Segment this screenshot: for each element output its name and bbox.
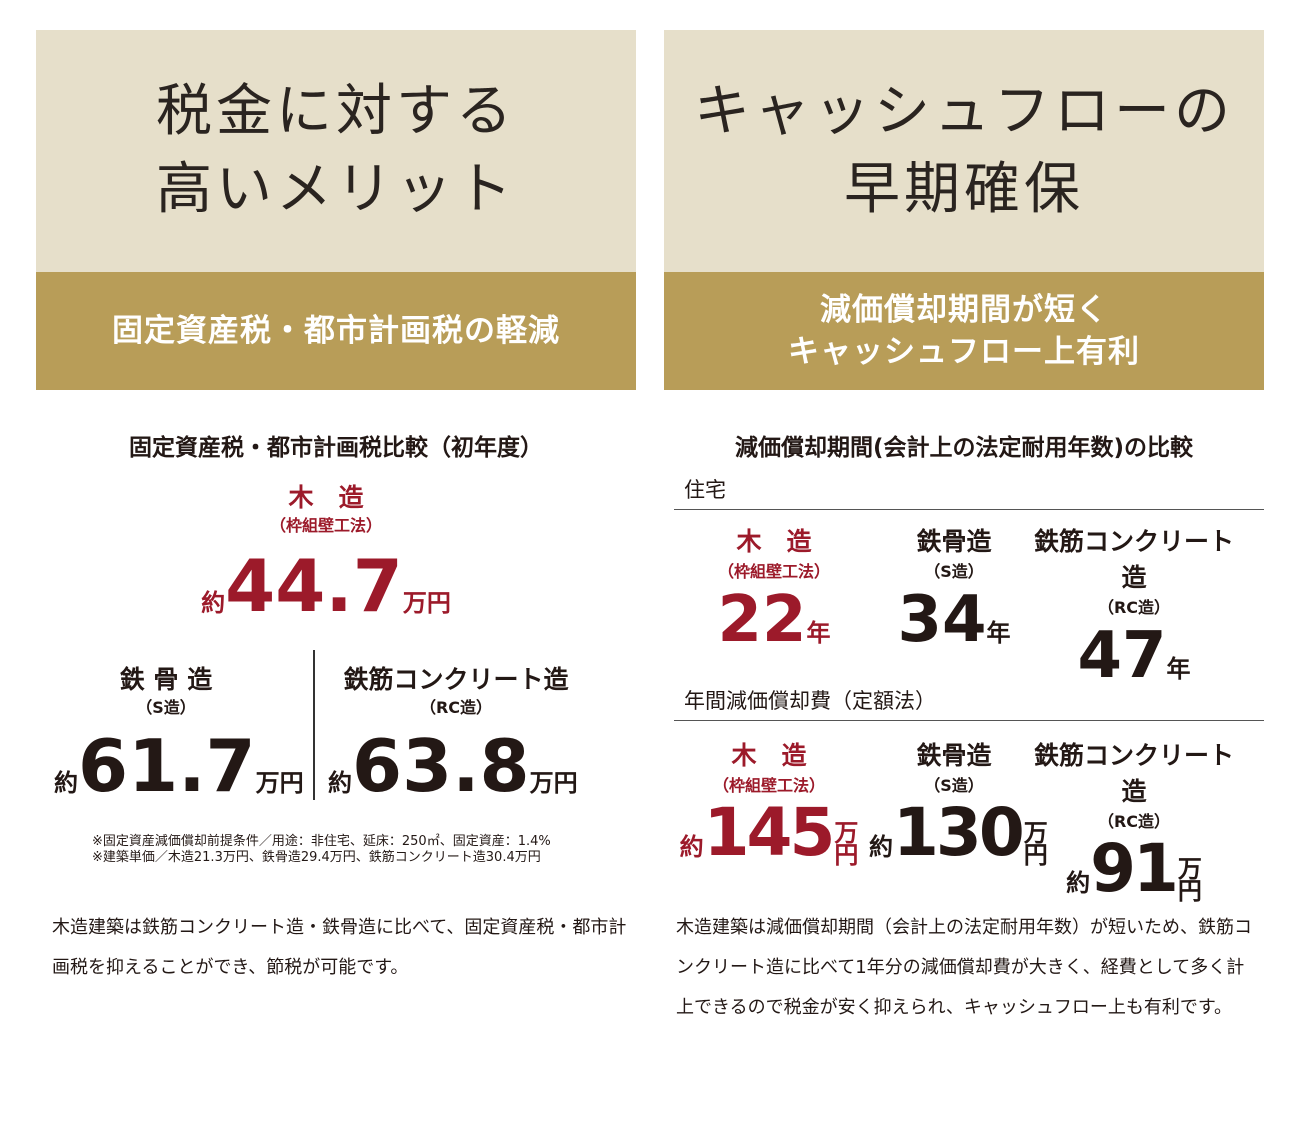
sublabel: （枠組壁工法）: [712, 776, 825, 795]
value: 91: [1090, 830, 1179, 907]
prefix: 約: [1066, 869, 1091, 897]
unit-bottom: 円: [834, 841, 859, 869]
header-title: 税金に対する 高いメリット: [36, 30, 636, 272]
footnotes: ※固定資産減価償却前提条件／用途：非住宅、延床：250㎡、固定資産：1.4% ※…: [92, 834, 551, 866]
cost-steel: 鉄骨造 （S造） 約130万円: [869, 736, 1048, 867]
value: 44.7: [225, 544, 403, 628]
cashflow-column: キャッシュフローの 早期確保 減価償却期間が短く キャッシュフロー上有利 減価償…: [664, 30, 1264, 1018]
description: 木造建築は鉄筋コンクリート造・鉄骨造に比べて、固定資産税・都市計画税を抑えること…: [52, 917, 627, 978]
tax-merit-column: 税金に対する 高いメリット 固定資産税・都市計画税の軽減 固定資産税・都市計画税…: [36, 30, 636, 978]
sublabel: （枠組壁工法）: [717, 562, 830, 581]
prefix: 約: [869, 833, 893, 861]
cost-rc: 鉄筋コンクリート造 （RC造） 約91万円: [1029, 736, 1239, 905]
label: 鉄筋コンクリート造: [1033, 527, 1234, 592]
unit: 年: [986, 619, 1011, 647]
sublabel: （RC造）: [1097, 812, 1171, 831]
band-heading: 減価償却期間が短く キャッシュフロー上有利: [664, 272, 1264, 390]
year-wood: 木 造 （枠組壁工法） 22年: [684, 522, 864, 652]
unit-bottom: 円: [1023, 841, 1048, 869]
sublabel: （RC造）: [1097, 598, 1171, 617]
unit-top: 万: [834, 819, 859, 847]
section-annual-cost: 年間減価償却費（定額法）: [684, 689, 936, 713]
band-line: 減価償却期間が短く: [820, 292, 1108, 328]
title-line: 税金に対する: [156, 79, 516, 144]
divider: [674, 720, 1264, 721]
value: 34: [897, 583, 987, 657]
prefix: 約: [328, 769, 352, 797]
wood-label: 木 造: [288, 483, 364, 512]
value: 130: [893, 794, 1025, 871]
unit-bottom: 円: [1177, 877, 1202, 905]
unit: 万円: [529, 769, 578, 797]
wood-sublabel: （枠組壁工法）: [269, 516, 382, 535]
description: 木造建築は減価償却期間（会計上の法定耐用年数）が短いため、鉄筋コンクリート造に比…: [676, 917, 1252, 1018]
label: 鉄骨造: [916, 741, 992, 770]
divider: [674, 509, 1264, 510]
year-rc: 鉄筋コンクリート造 （RC造） 47年: [1029, 522, 1239, 688]
unit-top: 万: [1023, 819, 1048, 847]
unit: 万円: [402, 589, 451, 617]
steel-label: 鉄 骨 造: [119, 665, 213, 694]
divider: [313, 650, 315, 800]
band-heading: 固定資産税・都市計画税の軽減: [36, 272, 636, 390]
comparison-subtitle: 減価償却期間(会計上の法定耐用年数)の比較: [734, 435, 1194, 461]
prefix: 約: [54, 769, 78, 797]
cost-wood: 木 造 （枠組壁工法） 約145万円: [674, 736, 864, 869]
unit: 年: [806, 619, 831, 647]
section-housing: 住宅: [684, 478, 726, 502]
header-title: キャッシュフローの 早期確保: [664, 30, 1264, 272]
footnote: ※固定資産減価償却前提条件／用途：非住宅、延床：250㎡、固定資産：1.4%: [92, 834, 551, 849]
steel-sublabel: （S造）: [136, 698, 196, 717]
wood-value: 約44.7万円: [36, 550, 616, 622]
rc-value: 約63.8万円: [328, 730, 578, 802]
rc-sublabel: （RC造）: [419, 698, 493, 717]
label: 木 造: [731, 741, 807, 770]
label: 鉄筋コンクリート造: [1033, 741, 1234, 806]
rc-label: 鉄筋コンクリート造: [343, 665, 569, 694]
footnote: ※建築単価／木造21.3万円、鉄骨造29.4万円、鉄筋コンクリート造30.4万円: [92, 850, 541, 865]
steel-value: 約61.7万円: [54, 730, 304, 802]
unit: 年: [1166, 655, 1191, 683]
title-line: 早期確保: [844, 157, 1084, 222]
value: 47: [1077, 619, 1167, 693]
unit: 万円: [255, 769, 304, 797]
title-line: 高いメリット: [156, 157, 516, 222]
value: 61.7: [78, 724, 256, 808]
prefix: 約: [201, 589, 226, 617]
unit-top: 万: [1177, 855, 1202, 883]
value: 145: [703, 794, 836, 871]
label: 木 造: [736, 527, 812, 556]
title-line: キャッシュフローの: [694, 79, 1234, 144]
sublabel: （S造）: [924, 776, 984, 795]
label: 鉄骨造: [916, 527, 992, 556]
value: 22: [717, 583, 807, 657]
sublabel: （S造）: [924, 562, 984, 581]
prefix: 約: [679, 833, 704, 861]
band-line: キャッシュフロー上有利: [788, 334, 1140, 370]
comparison-subtitle: 固定資産税・都市計画税比較（初年度）: [129, 435, 543, 461]
value: 63.8: [352, 724, 530, 808]
year-steel: 鉄骨造 （S造） 34年: [874, 522, 1034, 652]
